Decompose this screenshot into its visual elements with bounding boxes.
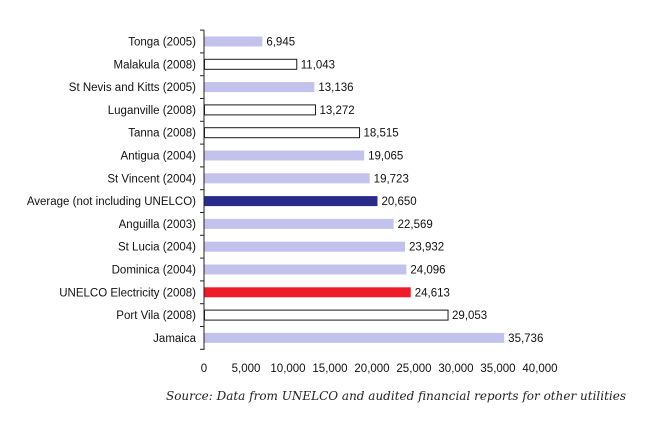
x-tick-label: 10,000	[270, 363, 305, 375]
category-label: Average (not including UNELCO)	[27, 196, 196, 208]
x-tick-label: 35,000	[480, 363, 515, 375]
category-label: St Nevis and Kitts (2005)	[69, 82, 196, 94]
x-tick-label: 40,000	[522, 363, 557, 375]
bar	[204, 104, 316, 116]
value-label: 24,613	[415, 287, 450, 299]
value-label: 24,096	[410, 265, 445, 277]
category-label: St Lucia (2004)	[118, 242, 196, 254]
category-label: Port Vila (2008)	[116, 310, 196, 322]
category-label: Anguilla (2003)	[119, 219, 197, 231]
value-label: 13,136	[318, 82, 353, 94]
x-tick-label: 15,000	[312, 363, 347, 375]
category-label: Tonga (2005)	[128, 37, 196, 49]
x-tick-label: 5,000	[232, 363, 261, 375]
category-label: Antigua (2004)	[121, 151, 197, 163]
category-label: Dominica (2004)	[112, 265, 197, 277]
x-tick-label: 25,000	[396, 363, 431, 375]
bar	[204, 264, 407, 275]
value-label: 19,065	[368, 151, 403, 163]
value-label: 19,723	[374, 173, 409, 185]
value-label: 35,736	[508, 333, 543, 345]
bar	[204, 173, 370, 184]
category-label: Luganville (2008)	[108, 105, 196, 117]
bar	[204, 287, 411, 298]
value-label: 11,043	[301, 59, 335, 71]
bar	[204, 241, 406, 252]
value-label: 22,569	[398, 219, 433, 231]
bar	[204, 218, 394, 229]
value-label: 23,932	[409, 242, 444, 254]
bar	[204, 332, 505, 343]
category-label: UNELCO Electricity (2008)	[59, 287, 196, 299]
x-tick-labels: 0 5,000 10,000 15,000 20,000 25,000 30,000 35,0…	[201, 363, 558, 375]
bars	[204, 36, 505, 343]
value-label: 29,053	[452, 310, 487, 322]
x-tick-label: 0	[201, 363, 207, 375]
category-label: Tanna (2008)	[128, 128, 196, 140]
category-labels: Tonga (2005) Malakula (2008) St Nevis and …	[27, 37, 197, 345]
x-tick-label: 20,000	[354, 363, 389, 375]
bar	[204, 127, 361, 139]
source-note: Source: Data from UNELCO and audited fin…	[165, 389, 626, 403]
bar	[204, 82, 315, 93]
axes	[200, 29, 205, 350]
value-labels: 6,945 11,043 13,136 13,272 18,515 19,065 19,72…	[266, 37, 543, 345]
bar	[204, 58, 298, 70]
value-label: 6,945	[266, 37, 295, 49]
x-tick-label: 30,000	[438, 363, 473, 375]
bar	[204, 196, 378, 207]
value-label: 18,515	[364, 128, 399, 140]
value-label: 20,650	[381, 196, 416, 208]
bar	[204, 309, 449, 321]
category-label: Jamaica	[153, 333, 196, 345]
category-label: Malakula (2008)	[114, 59, 197, 71]
bar	[204, 36, 263, 47]
value-label: 13,272	[319, 105, 354, 117]
category-label: St Vincent (2004)	[107, 173, 196, 185]
bar	[204, 150, 365, 161]
bar-chart: Tonga (2005) Malakula (2008) St Nevis and …	[27, 29, 558, 375]
